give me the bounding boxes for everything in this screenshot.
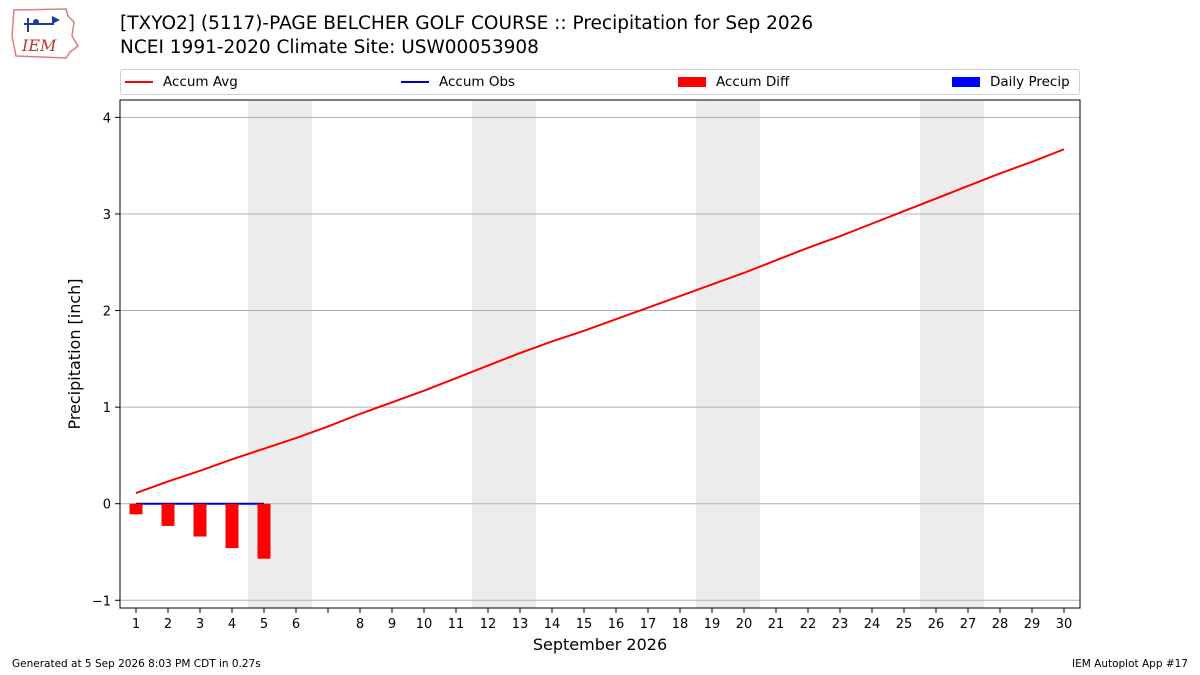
app-label: IEM Autoplot App #17	[1072, 658, 1188, 670]
y-tick-label: 4	[103, 111, 111, 126]
x-tick-label: 19	[704, 617, 721, 632]
x-tick-label: 27	[960, 617, 977, 632]
legend-item-daily-precip: Daily Precip	[952, 70, 1070, 94]
legend-label: Accum Obs	[439, 74, 516, 90]
y-tick-label: 2	[103, 305, 111, 320]
x-tick-label: 28	[992, 617, 1009, 632]
legend-item-accum-avg: Accum Avg	[125, 70, 238, 94]
legend-label: Daily Precip	[990, 74, 1070, 90]
x-tick-label: 16	[608, 617, 625, 632]
x-tick-label: 13	[512, 617, 529, 632]
legend-swatch	[125, 81, 153, 83]
series-line-accum-avg	[135, 148, 1065, 495]
x-tick-label: 15	[576, 617, 593, 632]
y-axis-label: Precipitation [inch]	[65, 278, 84, 429]
chart-subtitle: NCEI 1991-2020 Climate Site: USW00053908	[120, 37, 539, 58]
weekend-shading	[920, 100, 984, 608]
x-tick-label: 8	[356, 617, 364, 632]
x-tick-label: 6	[292, 617, 300, 632]
x-axis-label: September 2026	[533, 635, 667, 654]
bar-accum-diff	[129, 503, 143, 515]
x-tick-label: 10	[416, 617, 433, 632]
x-tick-label: 17	[640, 617, 657, 632]
x-tick-label: 3	[196, 617, 204, 632]
bar-accum-diff	[193, 503, 207, 537]
bar-accum-diff	[161, 503, 175, 526]
x-tick-label: 1	[132, 617, 140, 632]
x-tick-label: 25	[896, 617, 913, 632]
x-tick-label: 20	[736, 617, 753, 632]
legend-swatch	[952, 77, 980, 87]
legend-item-accum-obs: Accum Obs	[401, 70, 515, 94]
chart-legend: Accum Avg Accum Obs Accum Diff Daily Pre…	[120, 69, 1080, 95]
weekend-shading	[696, 100, 760, 608]
chart-title: [TXYO2] (5117)-PAGE BELCHER GOLF COURSE …	[120, 13, 814, 34]
y-tick-label: 1	[103, 401, 111, 416]
y-tick-label: 0	[103, 498, 111, 513]
x-tick-label: 18	[672, 617, 689, 632]
x-tick-label: 5	[260, 617, 268, 632]
x-tick-label: 9	[388, 617, 396, 632]
plot-frame	[119, 99, 1081, 609]
bar-accum-diff	[257, 503, 271, 559]
x-tick-label: 21	[768, 617, 785, 632]
x-tick-label: 24	[864, 617, 881, 632]
x-tick-label: 26	[928, 617, 945, 632]
x-tick-label: 23	[832, 617, 849, 632]
bar-accum-diff	[225, 503, 239, 549]
x-tick-label: 2	[164, 617, 172, 632]
x-tick-label: 30	[1056, 617, 1073, 632]
x-tick-label: 12	[480, 617, 497, 632]
legend-item-accum-diff: Accum Diff	[678, 70, 789, 94]
weekend-shading	[472, 100, 536, 608]
legend-label: Accum Diff	[716, 74, 790, 90]
x-tick-label: 11	[448, 617, 465, 632]
iem-logo: IEM	[8, 6, 80, 60]
x-tick-label: 22	[800, 617, 817, 632]
x-tick-label: 29	[1024, 617, 1041, 632]
legend-swatch	[401, 81, 429, 83]
generated-timestamp: Generated at 5 Sep 2026 8:03 PM CDT in 0…	[12, 658, 261, 670]
legend-swatch	[678, 77, 706, 87]
y-tick-label: 3	[103, 208, 111, 223]
legend-label: Accum Avg	[163, 74, 238, 90]
x-tick-label: 14	[544, 617, 561, 632]
x-tick-label: 4	[228, 617, 236, 632]
svg-text:IEM: IEM	[21, 36, 57, 55]
y-tick-label: −1	[92, 594, 111, 609]
